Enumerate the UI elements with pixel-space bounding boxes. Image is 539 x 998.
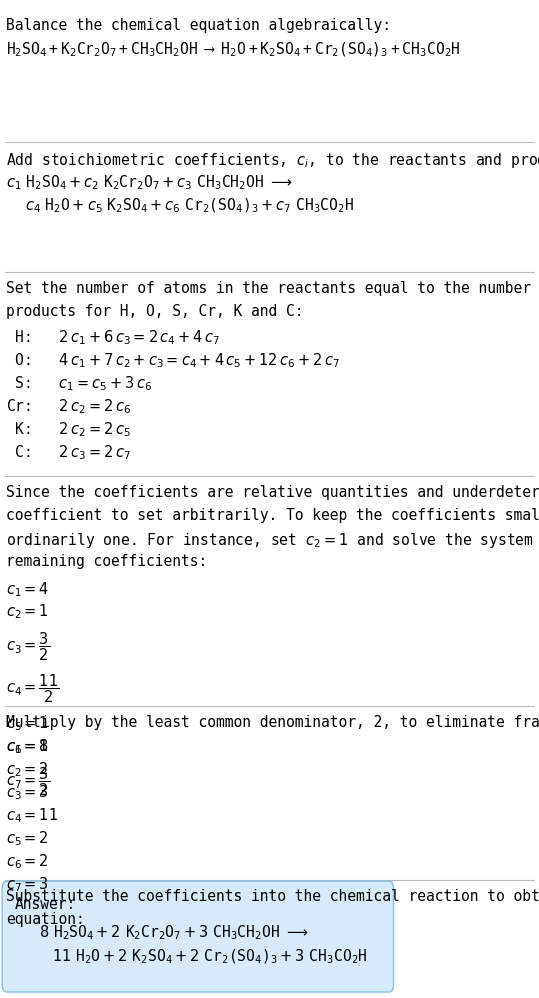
Text: K:   $2\,c_2 = 2\,c_5$: K: $2\,c_2 = 2\,c_5$ (6, 420, 132, 439)
Text: Since the coefficients are relative quantities and underdetermined, choose a: Since the coefficients are relative quan… (6, 485, 539, 500)
Text: Answer:: Answer: (15, 897, 76, 912)
Text: $11\ \mathregular{H_2O} + 2\ \mathregular{K_2SO_4} + 2\ \mathregular{Cr_2(SO_4)_: $11\ \mathregular{H_2O} + 2\ \mathregula… (52, 947, 368, 965)
Text: $c_3 = \dfrac{3}{2}$: $c_3 = \dfrac{3}{2}$ (6, 631, 51, 664)
Text: $c_4\ \mathregular{H_2O} + c_5\ \mathregular{K_2SO_4} + c_6\ \mathregular{Cr_2(S: $c_4\ \mathregular{H_2O} + c_5\ \mathreg… (25, 197, 354, 215)
Text: $c_6 = 2$: $c_6 = 2$ (6, 852, 49, 871)
Text: $c_3 = 3$: $c_3 = 3$ (6, 783, 50, 802)
FancyBboxPatch shape (2, 881, 393, 992)
Text: $8\ \mathregular{H_2SO_4} + 2\ \mathregular{K_2Cr_2O_7} + 3\ \mathregular{CH_3CH: $8\ \mathregular{H_2SO_4} + 2\ \mathregu… (39, 923, 309, 942)
Text: $c_1 = 4$: $c_1 = 4$ (6, 580, 50, 599)
Text: $\mathregular{H_2SO_4 + K_2Cr_2O_7 + CH_3CH_2OH}$$\mathregular{\ \longrightarrow: $\mathregular{H_2SO_4 + K_2Cr_2O_7 + CH_… (6, 41, 461, 59)
Text: $c_4 = \dfrac{11}{2}$: $c_4 = \dfrac{11}{2}$ (6, 673, 60, 706)
Text: H:   $2\,c_1 + 6\,c_3 = 2\,c_4 + 4\,c_7$: H: $2\,c_1 + 6\,c_3 = 2\,c_4 + 4\,c_7$ (6, 328, 220, 347)
Text: products for H, O, S, Cr, K and C:: products for H, O, S, Cr, K and C: (6, 304, 304, 319)
Text: $c_5 = 1$: $c_5 = 1$ (6, 715, 49, 734)
Text: $c_1\ \mathregular{H_2SO_4} + c_2\ \mathregular{K_2Cr_2O_7} + c_3\ \mathregular{: $c_1\ \mathregular{H_2SO_4} + c_2\ \math… (6, 174, 293, 193)
Text: $c_7 = 3$: $c_7 = 3$ (6, 875, 50, 894)
Text: Balance the chemical equation algebraically:: Balance the chemical equation algebraica… (6, 18, 391, 33)
Text: $c_2 = 1$: $c_2 = 1$ (6, 603, 49, 622)
Text: equation:: equation: (6, 912, 85, 927)
Text: C:   $2\,c_3 = 2\,c_7$: C: $2\,c_3 = 2\,c_7$ (6, 443, 132, 462)
Text: Cr:   $2\,c_2 = 2\,c_6$: Cr: $2\,c_2 = 2\,c_6$ (6, 397, 132, 416)
Text: Set the number of atoms in the reactants equal to the number of atoms in the: Set the number of atoms in the reactants… (6, 281, 539, 296)
Text: S:   $c_1 = c_5 + 3\,c_6$: S: $c_1 = c_5 + 3\,c_6$ (6, 374, 153, 393)
Text: $c_6 = 1$: $c_6 = 1$ (6, 738, 49, 756)
Text: Add stoichiometric coefficients, $c_i$, to the reactants and products:: Add stoichiometric coefficients, $c_i$, … (6, 151, 539, 170)
Text: $c_7 = \dfrac{3}{2}$: $c_7 = \dfrac{3}{2}$ (6, 765, 51, 798)
Text: coefficient to set arbitrarily. To keep the coefficients small, the arbitrary va: coefficient to set arbitrarily. To keep … (6, 508, 539, 523)
Text: $c_1 = 8$: $c_1 = 8$ (6, 738, 50, 756)
Text: ordinarily one. For instance, set $c_2 = 1$ and solve the system of equations fo: ordinarily one. For instance, set $c_2 =… (6, 531, 539, 550)
Text: Substitute the coefficients into the chemical reaction to obtain the balanced: Substitute the coefficients into the che… (6, 889, 539, 904)
Text: O:   $4\,c_1 + 7\,c_2 + c_3 = c_4 + 4\,c_5 + 12\,c_6 + 2\,c_7$: O: $4\,c_1 + 7\,c_2 + c_3 = c_4 + 4\,c_5… (6, 351, 341, 370)
Text: $c_4 = 11$: $c_4 = 11$ (6, 806, 59, 825)
Text: Multiply by the least common denominator, 2, to eliminate fractional coefficient: Multiply by the least common denominator… (6, 715, 539, 730)
Text: $c_5 = 2$: $c_5 = 2$ (6, 829, 49, 848)
Text: remaining coefficients:: remaining coefficients: (6, 554, 208, 569)
Text: $c_2 = 2$: $c_2 = 2$ (6, 760, 49, 779)
